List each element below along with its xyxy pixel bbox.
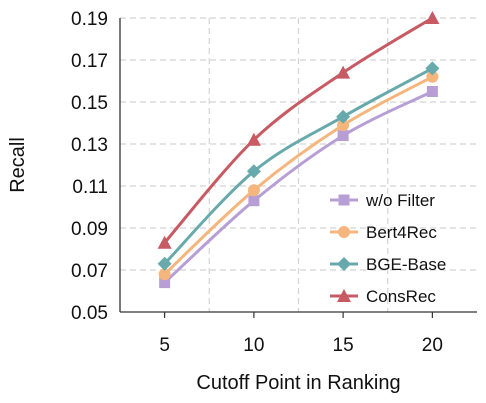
data-point xyxy=(426,86,438,97)
data-point xyxy=(246,164,261,179)
series-bge-base xyxy=(157,61,440,271)
data-point xyxy=(158,268,171,281)
legend-label: ConsRec xyxy=(366,287,436,306)
legend: w/o Filter Bert4Rec BGE-Base ConsRec xyxy=(330,191,446,306)
x-tick-label: 10 xyxy=(243,335,264,356)
data-point xyxy=(426,70,439,83)
data-point xyxy=(247,184,260,197)
data-point xyxy=(336,65,351,79)
y-tick-label: 0.11 xyxy=(72,177,108,198)
y-tick-label: 0.05 xyxy=(71,303,108,324)
legend-label: w/o Filter xyxy=(365,191,435,210)
data-point xyxy=(159,277,171,289)
y-tick-label: 0.09 xyxy=(71,219,108,240)
data-point xyxy=(336,109,351,124)
y-tick-label: 0.17 xyxy=(71,51,108,72)
tick-labels: 0.05 0.07 0.09 0.11 0.13 0.15 0.17 0.19 5 10 15 20 xyxy=(71,9,443,356)
y-tick-label: 0.15 xyxy=(71,93,108,114)
data-point xyxy=(425,61,440,76)
x-tick-label: 5 xyxy=(159,335,170,356)
data-point xyxy=(337,130,349,142)
series-line xyxy=(163,75,434,276)
x-axis-label: Cutoff Point in Ranking xyxy=(196,372,400,394)
series-line xyxy=(163,16,434,244)
series-line xyxy=(163,90,434,284)
y-axis-label: Recall xyxy=(7,137,29,193)
legend-marker xyxy=(338,194,350,206)
series-line xyxy=(163,67,434,265)
axes xyxy=(119,18,477,318)
y-tick-label: 0.07 xyxy=(71,261,108,282)
legend-label: BGE-Base xyxy=(366,255,446,274)
data-point xyxy=(246,132,261,146)
y-tick-label: 0.19 xyxy=(71,9,108,30)
y-tick-label: 0.13 xyxy=(71,135,108,156)
legend-item: BGE-Base xyxy=(330,255,446,274)
legend-item: ConsRec xyxy=(330,287,436,306)
legend-marker xyxy=(337,289,351,302)
data-point xyxy=(425,11,440,24)
data-point xyxy=(337,119,350,132)
series-w-o-filter xyxy=(159,86,438,289)
grid-lines xyxy=(120,17,477,312)
data-point xyxy=(157,235,172,249)
legend-item: w/o Filter xyxy=(330,191,435,210)
legend-item: Bert4Rec xyxy=(330,223,437,242)
data-point xyxy=(248,195,260,207)
series-consrec xyxy=(157,11,440,249)
series-bert4rec xyxy=(158,70,439,281)
series-group xyxy=(157,11,440,289)
data-point xyxy=(157,256,172,271)
legend-marker xyxy=(337,257,351,271)
legend-marker xyxy=(338,226,350,238)
x-tick-label: 20 xyxy=(422,335,443,356)
legend-label: Bert4Rec xyxy=(366,223,437,242)
x-tick-label: 15 xyxy=(333,335,354,356)
